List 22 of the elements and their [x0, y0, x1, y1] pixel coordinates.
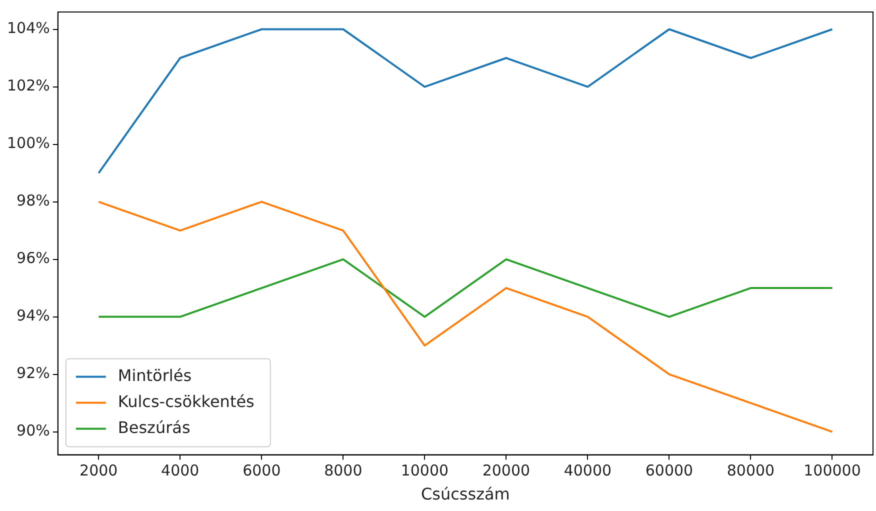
legend-label: Beszúrás: [118, 418, 190, 437]
x-axis-title: Csúcsszám: [420, 484, 510, 504]
y-tick-label: 98%: [16, 192, 50, 210]
x-tick-label: 40000: [564, 462, 612, 480]
y-tick-label: 104%: [6, 19, 50, 38]
y-tick-label: 92%: [16, 364, 50, 382]
legend-label: Mintörlés: [118, 366, 192, 385]
x-tick-label: 60000: [645, 462, 694, 480]
y-tick-label: 96%: [16, 249, 50, 268]
y-tick-label: 102%: [6, 76, 50, 95]
x-tick-label: 100000: [804, 462, 861, 480]
y-tick-label: 94%: [16, 306, 50, 325]
x-tick-label: 8000: [324, 462, 362, 480]
x-tick-label: 4000: [161, 462, 200, 480]
x-tick-label: 2000: [80, 462, 118, 480]
x-tick-label: 10000: [400, 462, 449, 480]
legend-label: Kulcs-csökkentés: [118, 392, 254, 411]
x-tick-label: 80000: [726, 462, 775, 480]
x-tick-label: 20000: [482, 462, 530, 480]
x-tick-label: 6000: [242, 462, 281, 480]
y-tick-label: 100%: [6, 134, 50, 152]
y-tick-label: 90%: [16, 422, 50, 440]
